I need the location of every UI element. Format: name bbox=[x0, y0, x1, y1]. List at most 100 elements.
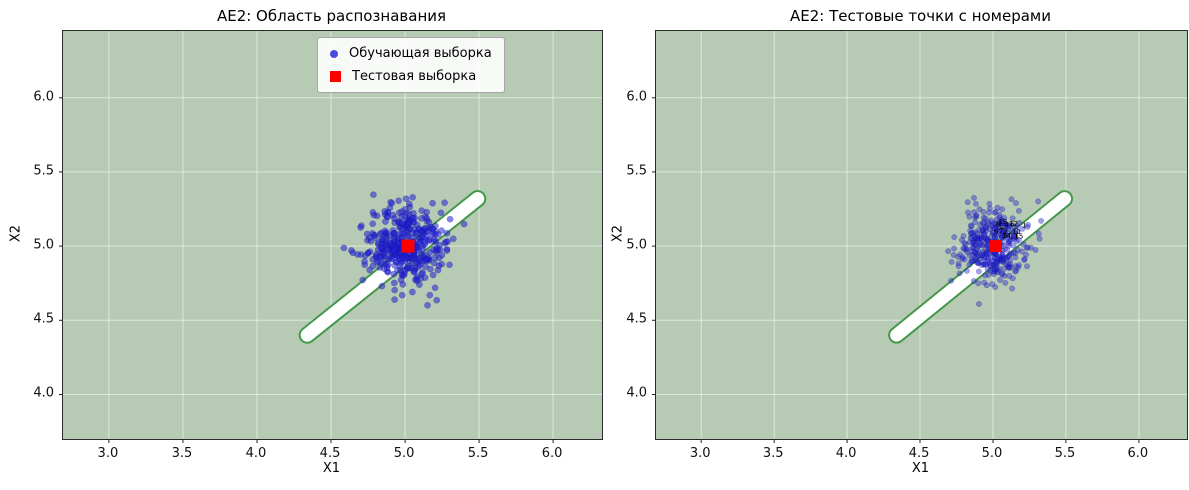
training-point bbox=[985, 237, 991, 244]
training-point bbox=[446, 261, 453, 269]
training-point bbox=[970, 278, 977, 284]
training-point bbox=[996, 265, 1003, 272]
training-point bbox=[359, 276, 367, 284]
training-point bbox=[973, 212, 980, 219]
training-point bbox=[369, 220, 377, 228]
training-point bbox=[998, 233, 1005, 240]
training-point bbox=[1016, 262, 1022, 269]
training-point bbox=[390, 270, 398, 278]
training-point bbox=[987, 205, 993, 212]
y-tick-label: 6.0 bbox=[626, 89, 647, 105]
x-tick-label: 6.0 bbox=[541, 446, 563, 461]
training-point bbox=[1024, 224, 1031, 230]
training-point bbox=[994, 230, 1001, 237]
training-point bbox=[965, 209, 971, 216]
training-point bbox=[989, 221, 996, 228]
x-axis-label: X1 bbox=[322, 461, 341, 476]
training-point bbox=[991, 209, 998, 216]
training-point bbox=[1013, 200, 1019, 207]
training-point bbox=[962, 241, 969, 248]
training-point bbox=[1012, 268, 1019, 275]
test-point-number: 14 bbox=[1002, 232, 1011, 240]
training-point bbox=[961, 240, 968, 247]
training-point bbox=[972, 236, 979, 243]
training-point bbox=[998, 220, 1005, 227]
training-point bbox=[994, 259, 1001, 266]
training-point bbox=[971, 242, 978, 248]
test-point bbox=[989, 240, 1002, 253]
training-point bbox=[984, 248, 991, 255]
training-point bbox=[429, 271, 437, 279]
training-point bbox=[992, 266, 999, 273]
training-point bbox=[1036, 235, 1043, 242]
training-point bbox=[984, 266, 991, 273]
training-point bbox=[983, 261, 990, 268]
training-point bbox=[421, 224, 429, 232]
training-point bbox=[992, 256, 999, 262]
training-point bbox=[398, 291, 406, 299]
training-point bbox=[975, 268, 982, 275]
test-point-number: 2 bbox=[1003, 228, 1007, 236]
training-point bbox=[421, 239, 428, 247]
training-point bbox=[981, 279, 988, 286]
training-point bbox=[971, 233, 978, 240]
training-point bbox=[977, 235, 984, 242]
training-point bbox=[1008, 264, 1015, 271]
training-point bbox=[1008, 233, 1014, 240]
training-point bbox=[999, 228, 1006, 235]
training-point bbox=[384, 213, 392, 221]
training-point bbox=[993, 225, 1000, 232]
training-point bbox=[998, 217, 1005, 224]
training-point bbox=[980, 209, 987, 215]
training-point bbox=[1009, 275, 1016, 282]
training-point bbox=[966, 239, 973, 246]
training-point bbox=[1000, 259, 1007, 266]
training-point bbox=[964, 199, 971, 206]
training-point bbox=[1025, 221, 1031, 228]
training-point bbox=[1038, 217, 1045, 224]
training-point bbox=[980, 214, 987, 221]
training-point bbox=[988, 222, 995, 229]
training-point bbox=[974, 259, 981, 266]
training-point bbox=[996, 211, 1003, 218]
training-point bbox=[999, 206, 1006, 213]
training-marker-icon bbox=[330, 49, 338, 58]
plot-area: Обучающая выборка Тестовая выборка bbox=[59, 30, 603, 443]
training-point bbox=[426, 265, 434, 273]
training-point bbox=[1019, 225, 1026, 232]
training-point bbox=[956, 270, 963, 277]
x-tick-label: 3.0 bbox=[689, 446, 711, 461]
training-point bbox=[991, 266, 998, 273]
training-point bbox=[1003, 254, 1010, 261]
training-point bbox=[1007, 261, 1014, 268]
training-point bbox=[974, 247, 981, 254]
training-point bbox=[998, 253, 1005, 260]
training-point bbox=[1004, 230, 1011, 237]
legend-label-test: Тестовая выборка bbox=[352, 69, 477, 84]
training-point bbox=[1001, 230, 1008, 237]
training-point bbox=[975, 260, 982, 267]
training-point bbox=[972, 255, 978, 262]
training-point bbox=[1015, 237, 1022, 243]
training-point bbox=[993, 216, 1000, 223]
training-point bbox=[993, 259, 1000, 266]
training-point bbox=[410, 268, 418, 276]
training-point bbox=[999, 220, 1006, 227]
training-point bbox=[405, 200, 413, 208]
training-point bbox=[993, 263, 999, 270]
training-point bbox=[984, 236, 991, 243]
training-point bbox=[983, 223, 990, 230]
training-point bbox=[993, 260, 1000, 267]
training-point bbox=[1000, 220, 1006, 227]
test-point-number: 11 bbox=[1010, 232, 1019, 240]
training-point bbox=[980, 219, 987, 226]
training-point bbox=[972, 249, 978, 255]
training-point bbox=[980, 230, 987, 237]
training-point bbox=[985, 259, 991, 266]
training-point bbox=[957, 251, 964, 258]
training-point bbox=[967, 235, 974, 242]
training-point bbox=[996, 254, 1003, 261]
x-axis-label: X1 bbox=[911, 461, 930, 476]
training-point bbox=[438, 260, 446, 268]
training-point bbox=[1006, 237, 1013, 244]
